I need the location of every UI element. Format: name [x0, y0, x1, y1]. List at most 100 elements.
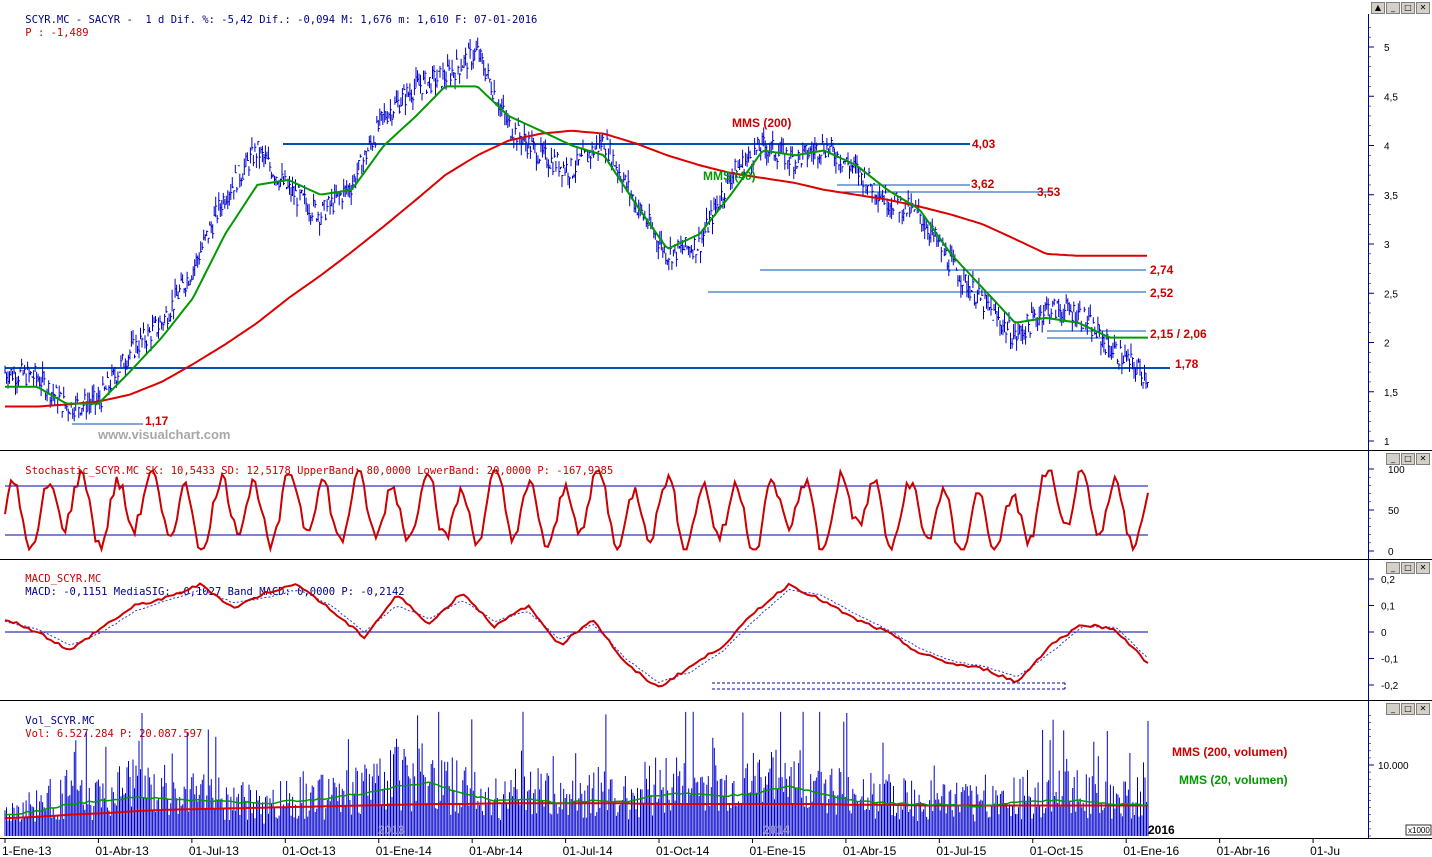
price-y-tick-label: 3,5 — [1384, 191, 1398, 202]
price-y-axis: 1 1,5 2 2,5 3 3,5 4 4,5 5 — [1368, 26, 1398, 448]
macd-panel-header: MACD_SCYR.MC MACD: -0,1151 MediaSIG: -0,… — [0, 560, 405, 612]
stoch-y-tick-label: 50 — [1388, 506, 1400, 517]
macd-y-tick-label: 0,2 — [1381, 575, 1395, 586]
x-tick-label: 01-Ene-15 — [749, 844, 805, 857]
price-y-tick-label: 2,5 — [1384, 289, 1398, 300]
label-252: 2,52 — [1150, 286, 1174, 300]
stoch-panel-window-buttons: _ □ ✕ — [1386, 453, 1430, 465]
year-mark-2014: 2014 — [763, 823, 790, 837]
label-178: 1,78 — [1175, 357, 1199, 371]
stoch-sk-series — [4, 468, 1149, 553]
x-axis: 1-Ene-13 01-Abr-13 01-Jul-13 01-Oct-13 01-En… — [2, 838, 1340, 857]
label-403: 4,03 — [972, 137, 996, 151]
x-tick-label: 1-Ene-13 — [2, 844, 52, 857]
price-y-tick-label: 1,5 — [1384, 388, 1398, 399]
vol-legend-mms200: MMS (200, volumen) — [1172, 745, 1287, 759]
vol-y-tick-label: 10.000 — [1378, 761, 1409, 772]
macd-y-tick-label: 0 — [1381, 628, 1387, 639]
year-mark-2013: 2013 — [378, 823, 405, 837]
support-resistance-lines — [5, 143, 1170, 425]
macd-y-tick-label: -0,1 — [1381, 655, 1399, 666]
close-icon[interactable]: ✕ — [1416, 453, 1430, 465]
close-icon[interactable]: ✕ — [1416, 703, 1430, 715]
vol-unit-label: x1000 — [1408, 826, 1430, 835]
vol-panel-header: Vol_SCYR.MC Vol: 6.527.284 P: 20.087.597 — [0, 702, 202, 754]
price-y-tick-label: 5 — [1384, 43, 1390, 54]
watermark: www.visualchart.com — [97, 427, 230, 442]
price-y-tick-label: 2 — [1384, 339, 1390, 350]
x-tick-label: 01-Abr-14 — [469, 844, 523, 857]
macd-panel-window-buttons: _ □ ✕ — [1386, 562, 1430, 574]
x-tick-label: 01-Ene-16 — [1123, 844, 1179, 857]
vol-legend-mms20: MMS (20, volumen) — [1179, 773, 1288, 787]
restore-icon[interactable]: □ — [1401, 562, 1415, 574]
label-353: 3,53 — [1037, 185, 1061, 199]
close-icon[interactable]: ✕ — [1416, 562, 1430, 574]
x-tick-label: 01-Oct-14 — [656, 844, 710, 857]
close-icon[interactable]: ✕ — [1416, 2, 1430, 14]
label-mms200: MMS (200) — [732, 116, 791, 130]
macd-series — [4, 582, 1149, 688]
label-215: 2,15 / 2,06 — [1150, 327, 1207, 341]
minimize-icon[interactable]: _ — [1386, 2, 1400, 14]
macd-y-axis: -0,2 -0,1 0 0,1 0,2 — [1368, 575, 1399, 692]
mms40-series — [5, 85, 1148, 405]
x-tick-label: 01-Jul-14 — [563, 844, 613, 857]
restore-icon[interactable]: □ — [1401, 2, 1415, 14]
stoch-panel: 0 50 100 — [4, 465, 1405, 558]
price-y-tick-label: 4,5 — [1384, 92, 1398, 103]
scroll-up-icon[interactable]: ▲ — [1371, 2, 1385, 14]
macd-y-tick-label: 0,1 — [1381, 602, 1395, 613]
vol-header-values: Vol: 6.527.284 P: 20.087.597 — [25, 728, 203, 740]
year-mark-2016: 2016 — [1148, 823, 1175, 837]
x-tick-label: 01-Ju — [1310, 844, 1340, 857]
price-annotations: 4,03 3,62 3,53 2,74 2,52 2,15 / 2,06 1,7… — [145, 116, 1207, 428]
vol-header-name: Vol_SCYR.MC — [25, 715, 95, 727]
x-tick-label: 01-Ene-14 — [376, 844, 432, 857]
macd-panel: -0,2 -0,1 0 0,1 0,2 — [4, 575, 1399, 692]
minimize-icon[interactable]: _ — [1386, 562, 1400, 574]
x-tick-label: 01-Jul-15 — [936, 844, 986, 857]
price-panel: 1 1,5 2 2,5 3 3,5 4 4,5 5 4,03 3,62 3,53 2,74 — [4, 26, 1398, 448]
macd-header-name: MACD_SCYR.MC — [25, 573, 102, 585]
stoch-header-text: Stochastic_SCYR.MC SK: 10,5433 SD: 12,51… — [25, 465, 614, 477]
x-tick-label: 01-Abr-13 — [95, 844, 149, 857]
price-panel-header: SCYR.MC - SACYR - 1 d Dif. %: -5,42 Dif.… — [0, 1, 537, 53]
macd-y-tick-label: -0,2 — [1381, 681, 1399, 692]
price-header-info: SCYR.MC - SACYR - 1 d Dif. %: -5,42 Dif.… — [25, 14, 538, 26]
label-mms40: MMS (40) — [703, 169, 756, 183]
x-tick-label: 01-Oct-15 — [1030, 844, 1084, 857]
mms200-series — [5, 129, 1147, 408]
label-274: 2,74 — [1150, 263, 1174, 277]
vol-year-marks: 2013 2014 — [378, 823, 790, 837]
restore-icon[interactable]: □ — [1401, 453, 1415, 465]
price-y-tick-label: 1 — [1384, 437, 1390, 448]
minimize-icon[interactable]: _ — [1386, 703, 1400, 715]
macd-signal-series — [4, 588, 1149, 684]
stoch-y-axis: 0 50 100 — [1368, 465, 1405, 558]
vol-panel: 10.000 2013 2014 MMS (200, volumen) MMS … — [4, 711, 1432, 837]
price-y-tick-label: 4 — [1384, 142, 1390, 153]
x-tick-label: 01-Jul-13 — [189, 844, 239, 857]
vol-mms20-series — [4, 781, 1149, 816]
volume-bars — [4, 711, 1149, 836]
minimize-icon[interactable]: _ — [1386, 453, 1400, 465]
x-tick-label: 01-Abr-15 — [843, 844, 897, 857]
label-117: 1,17 — [145, 414, 169, 428]
label-362: 3,62 — [971, 177, 995, 191]
x-tick-label: 01-Oct-13 — [282, 844, 336, 857]
vol-y-axis: 10.000 — [1368, 714, 1409, 837]
restore-icon[interactable]: □ — [1401, 703, 1415, 715]
macd-header-values: MACD: -0,1151 MediaSIG: -0,1027 Band_MAC… — [25, 586, 405, 598]
stoch-y-tick-label: 0 — [1388, 547, 1394, 558]
stoch-y-tick-label: 100 — [1388, 465, 1405, 476]
price-header-p: P : -1,489 — [25, 27, 89, 39]
price-series — [4, 37, 1149, 422]
x-tick-label: 01-Abr-16 — [1217, 844, 1271, 857]
price-y-tick-label: 3 — [1384, 240, 1390, 251]
vol-panel-window-buttons: _ □ ✕ — [1386, 703, 1430, 715]
macd-divergence-box — [712, 682, 1066, 690]
stoch-panel-header: Stochastic_SCYR.MC SK: 10,5433 SD: 12,51… — [0, 452, 613, 491]
